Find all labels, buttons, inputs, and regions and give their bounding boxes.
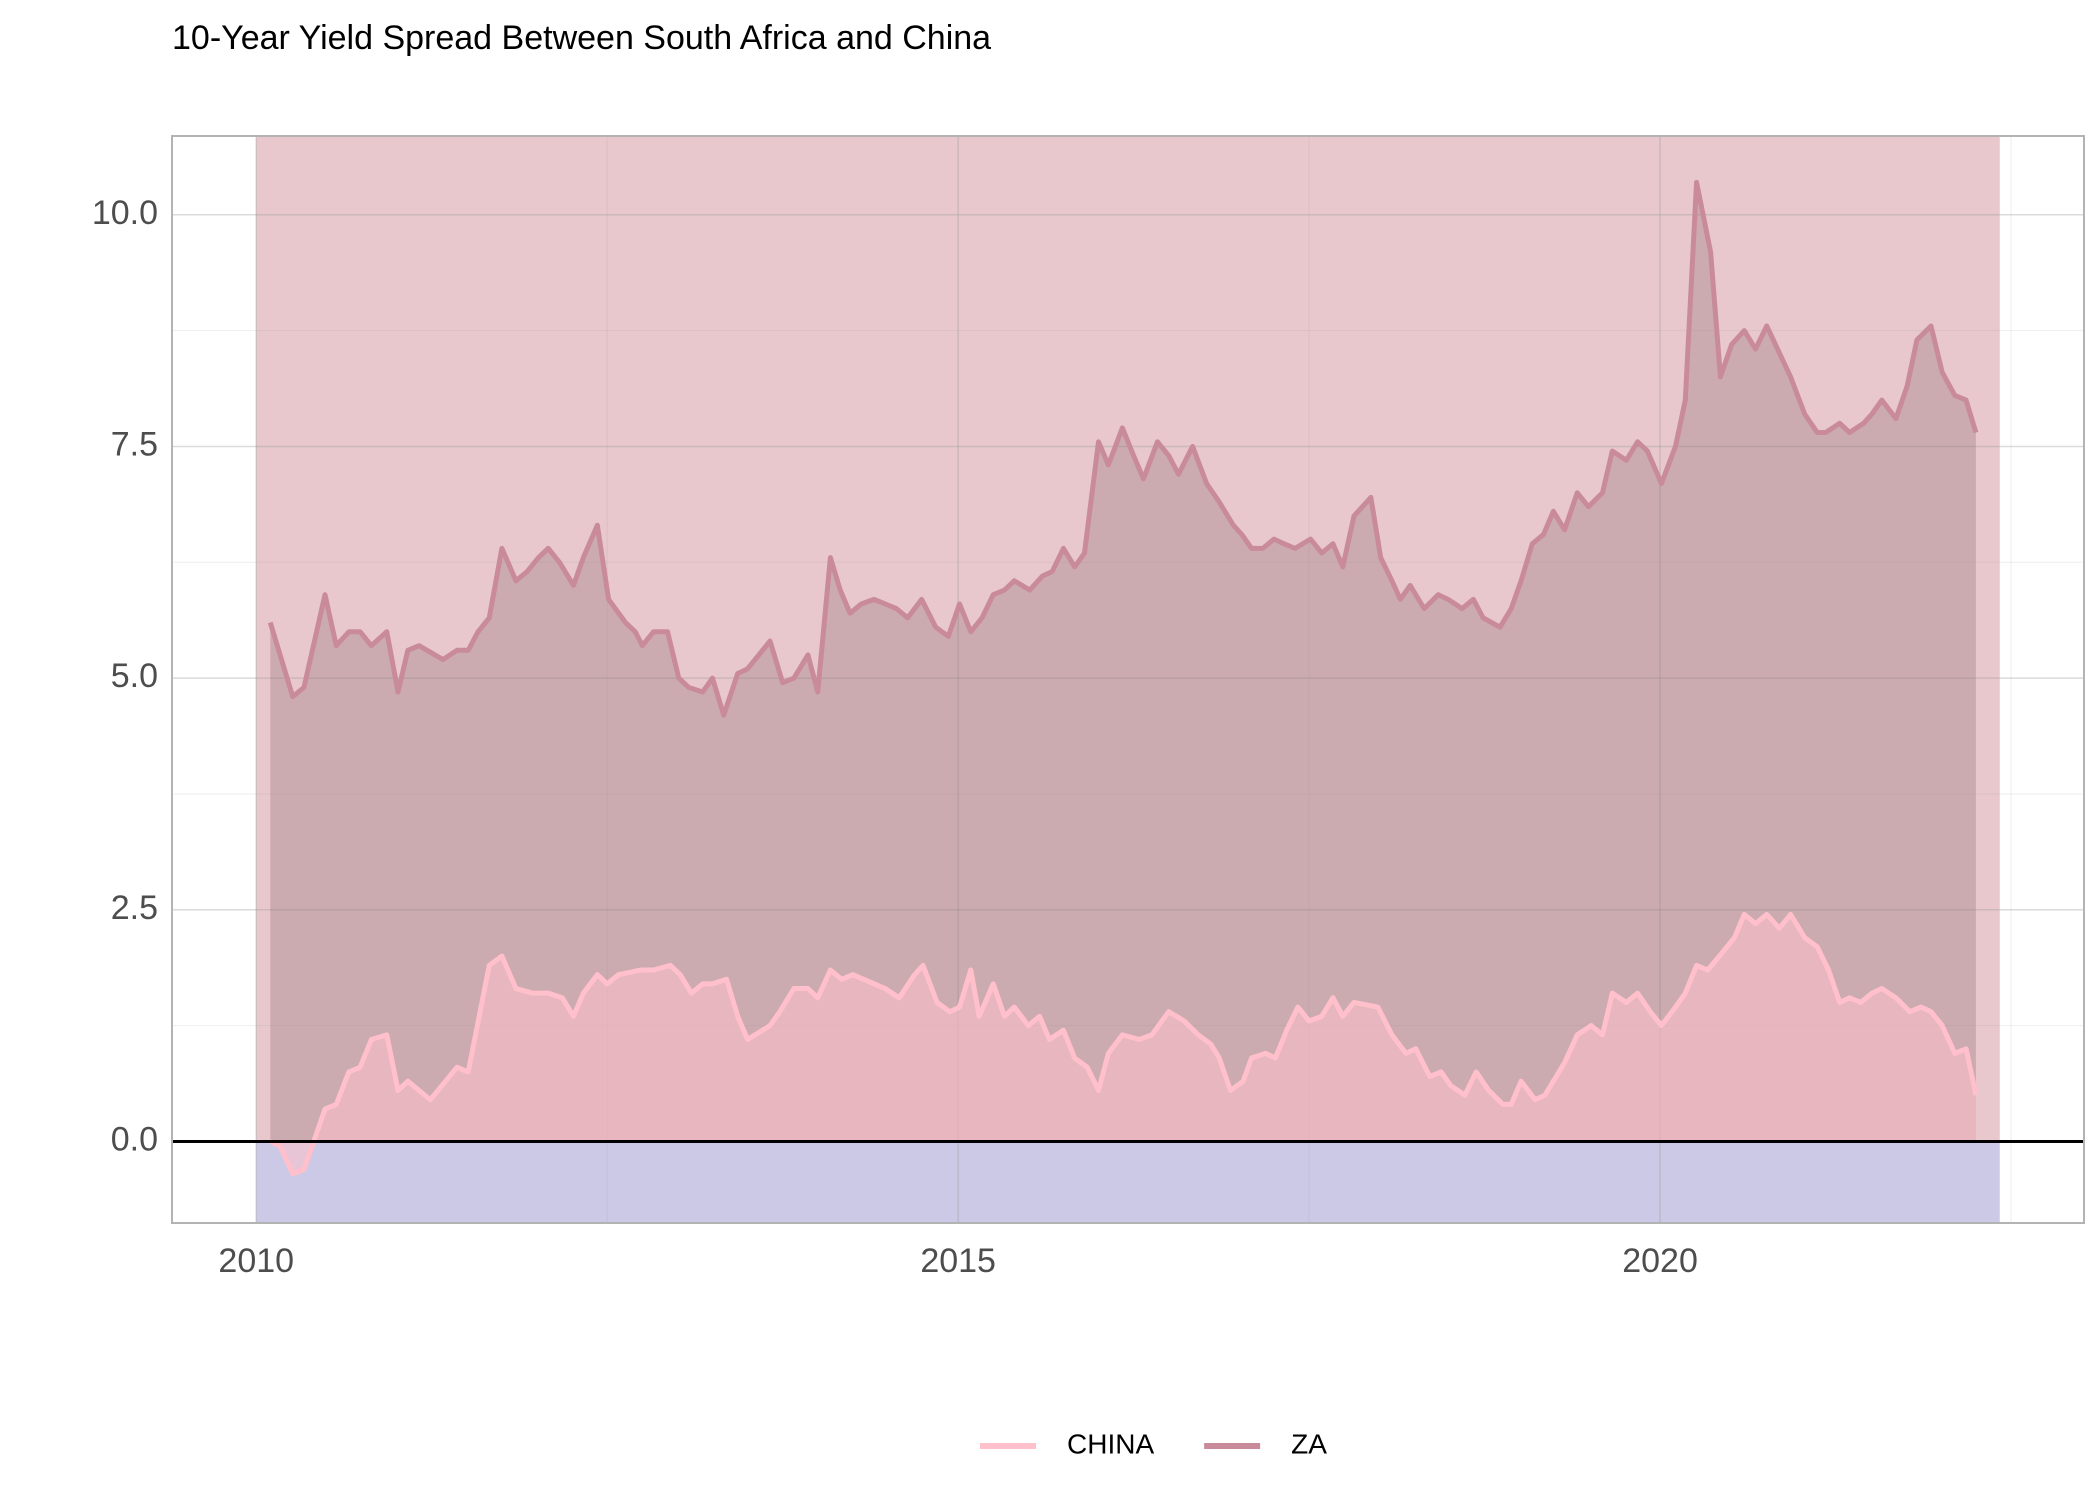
shaded-period-negative [256,1141,2000,1223]
series-line [267,179,1979,718]
chart-title: 10-Year Yield Spread Between South Afric… [172,19,991,57]
panel-border [171,135,2085,1224]
series-area [270,914,1976,1174]
y-tick-label: 0.0 [111,1120,158,1158]
legend-label: CHINA [1067,1428,1154,1459]
x-tick-label: 2015 [920,1242,996,1280]
y-tick-label: 10.0 [92,194,158,232]
y-tick-label: 5.0 [111,657,158,695]
y-tick-label: 2.5 [111,889,158,927]
series-area [270,182,1976,1142]
y-tick-label: 7.5 [111,425,158,463]
series-line [269,911,1979,1177]
legend-label: ZA [1291,1428,1327,1459]
x-tick-label: 2020 [1622,1242,1698,1280]
x-tick-label: 2010 [218,1242,294,1280]
